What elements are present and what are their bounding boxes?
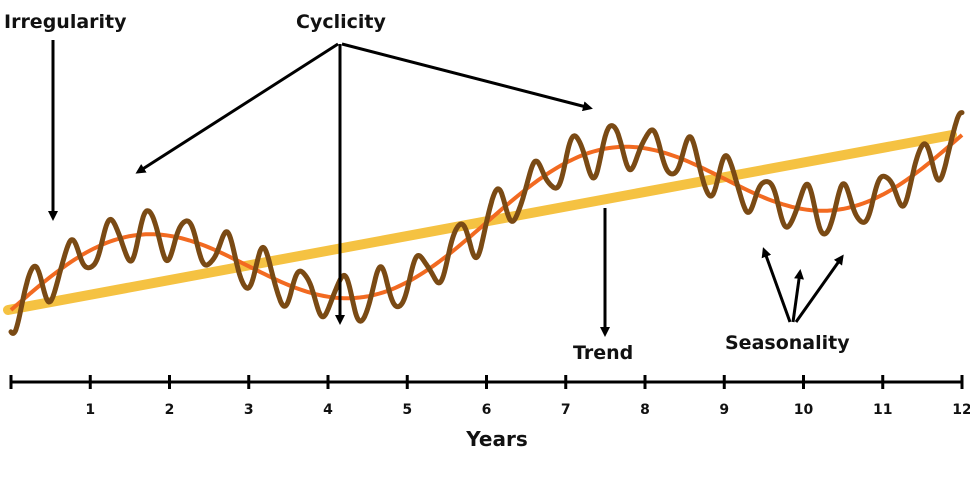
x-tick-label: 12: [952, 402, 970, 418]
observed-series: [8, 110, 965, 336]
x-tick-label: 4: [323, 402, 333, 418]
x-tick-label: 7: [561, 402, 571, 418]
x-tick-label: 6: [482, 402, 492, 418]
trend-line: [3, 130, 957, 315]
irregularity-label: Irregularity: [4, 11, 127, 33]
cyclicity-arrow-right: [341, 42, 593, 112]
x-tick-label: 5: [402, 402, 412, 418]
x-tick-label: 2: [165, 402, 175, 418]
x-tick-label: 10: [794, 402, 814, 418]
x-tick-label: 11: [873, 402, 892, 418]
seasonality-arrow-left: [761, 247, 792, 323]
seasonality-arrow-right: [794, 254, 844, 323]
seasonality-arrow-mid: [791, 269, 804, 323]
cyclicity-label: Cyclicity: [296, 11, 386, 33]
x-axis-ticks: 1 2 3 4 5 6 7 8 9 10 11 12: [9, 375, 970, 418]
trend-label: Trend: [573, 342, 633, 364]
cyclicity-arrow-left: [135, 42, 339, 174]
x-tick-label: 1: [85, 402, 95, 418]
seasonality-label: Seasonality: [725, 332, 850, 354]
x-tick-label: 3: [244, 402, 254, 418]
x-axis-title: Years: [465, 427, 527, 451]
x-tick-label: 8: [640, 402, 650, 418]
x-tick-label: 9: [719, 402, 729, 418]
